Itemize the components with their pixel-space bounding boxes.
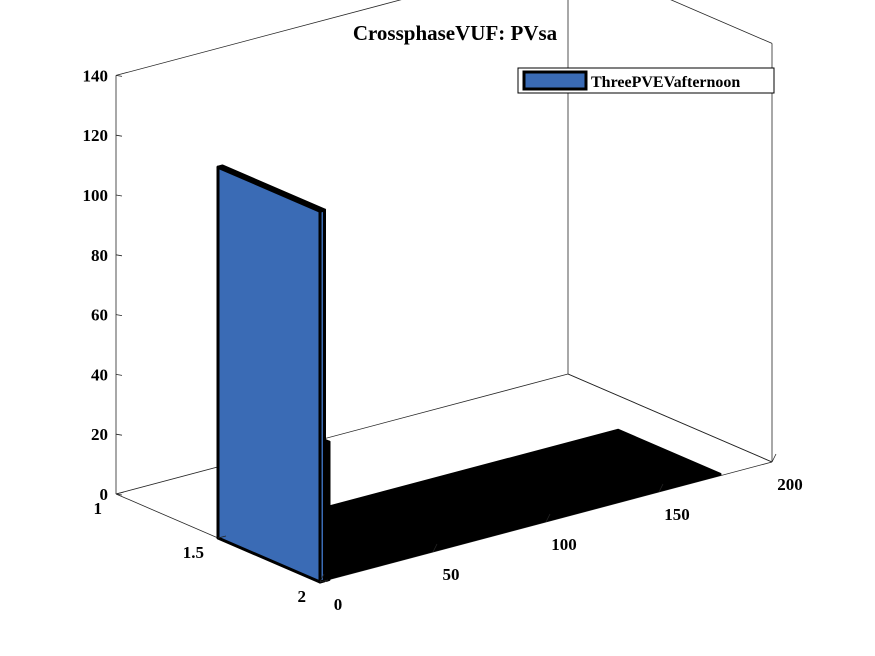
x-tick <box>771 453 777 463</box>
bars <box>216 164 722 584</box>
x-tick <box>545 513 551 523</box>
y-tick-label: 1 <box>94 499 103 518</box>
legend-swatch <box>522 70 588 91</box>
bar-front <box>325 440 331 582</box>
z-tick <box>115 75 123 77</box>
chart-title: CrossphaseVUF: PVsa <box>353 21 558 45</box>
x-tick-label: 100 <box>551 535 577 554</box>
x-tick-label: 0 <box>334 595 343 614</box>
z-tick-label: 140 <box>83 66 109 85</box>
z-tick-label: 80 <box>91 246 108 265</box>
z-tick-label: 40 <box>91 365 108 384</box>
x-tick-label: 150 <box>664 505 690 524</box>
y-tick-label: 1.5 <box>183 543 204 562</box>
x-tick <box>432 543 438 553</box>
z-tick-label: 100 <box>83 186 109 205</box>
z-tick-label: 120 <box>83 126 109 145</box>
z-tick <box>115 194 123 197</box>
z-tick-label: 60 <box>91 306 108 325</box>
x-tick-label: 200 <box>777 475 803 494</box>
axis-line <box>115 0 402 76</box>
z-tick <box>115 493 123 496</box>
y-tick <box>217 535 227 539</box>
z-tick <box>115 254 123 257</box>
ticks: 0 20 40 60 80 100 120 140 0 50 100 150 200 1 1.5 2 <box>83 66 803 614</box>
legend: ThreePVEVafternoon <box>517 67 775 94</box>
legend-label: ThreePVEVafternoon <box>591 74 740 91</box>
axis-line <box>670 0 773 44</box>
z-tick <box>115 314 123 316</box>
z-tick <box>115 374 123 376</box>
y-tick <box>115 491 125 495</box>
z-tick <box>115 433 123 436</box>
x-tick <box>319 573 325 583</box>
bar-front <box>318 208 326 584</box>
x-tick-label: 50 <box>443 565 460 584</box>
y-tick-label: 2 <box>298 587 307 606</box>
axis-line <box>115 373 569 495</box>
x-tick <box>658 483 664 493</box>
bar-mark <box>216 165 322 584</box>
z-tick-label: 0 <box>100 485 109 504</box>
z-tick <box>115 134 123 137</box>
axis-line <box>567 373 773 463</box>
z-tick-label: 20 <box>91 425 108 444</box>
y-tick <box>319 579 329 583</box>
